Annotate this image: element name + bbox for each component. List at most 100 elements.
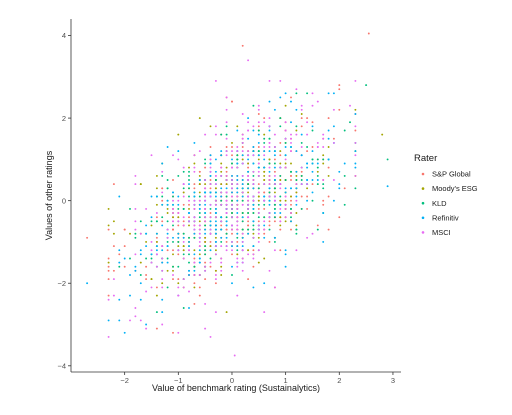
- scatter-point: [236, 191, 239, 194]
- scatter-point: [273, 249, 276, 252]
- scatter-point: [107, 269, 110, 272]
- scatter-point: [214, 220, 217, 223]
- scatter-point: [188, 274, 190, 276]
- scatter-point: [263, 141, 266, 144]
- scatter-point: [241, 154, 244, 157]
- scatter-point: [236, 154, 239, 157]
- y-tick-label: 0: [62, 196, 66, 205]
- scatter-point: [247, 162, 250, 165]
- scatter-point: [295, 179, 298, 181]
- scatter-point: [327, 158, 330, 161]
- scatter-point: [338, 170, 341, 173]
- scatter-point: [155, 220, 158, 223]
- scatter-point: [161, 174, 164, 177]
- scatter-point: [188, 174, 190, 177]
- scatter-point: [263, 232, 266, 235]
- scatter-point: [284, 146, 287, 148]
- scatter-point: [161, 282, 164, 285]
- scatter-point: [252, 129, 255, 132]
- scatter-point: [231, 166, 233, 169]
- scatter-point: [172, 220, 174, 223]
- scatter-point: [155, 174, 158, 177]
- legend-key: [421, 201, 425, 205]
- scatter-point: [295, 170, 298, 173]
- scatter-point: [236, 249, 239, 252]
- scatter-point: [367, 32, 370, 35]
- scatter-point: [236, 199, 239, 202]
- scatter-point: [134, 174, 137, 177]
- scatter-point: [247, 179, 250, 181]
- scatter-point: [177, 282, 180, 285]
- scatter-point: [150, 154, 153, 157]
- scatter-point: [268, 166, 271, 169]
- scatter-point: [182, 307, 185, 309]
- scatter-point: [332, 137, 335, 140]
- scatter-point: [145, 327, 148, 330]
- scatter-point: [322, 203, 325, 206]
- scatter-point: [193, 282, 196, 285]
- scatter-point: [343, 203, 346, 206]
- scatter-point: [311, 92, 314, 95]
- scatter-point: [327, 117, 330, 120]
- scatter-point: [166, 240, 169, 243]
- scatter-point: [322, 212, 325, 214]
- scatter-point: [279, 249, 282, 252]
- scatter-point: [354, 129, 357, 132]
- scatter-point: [193, 166, 196, 169]
- scatter-point: [306, 166, 309, 169]
- scatter-point: [86, 282, 89, 285]
- scatter-point: [354, 125, 357, 128]
- scatter-point: [204, 199, 207, 202]
- scatter-point: [188, 166, 190, 169]
- scatter-point: [107, 335, 110, 338]
- scatter-point: [257, 125, 260, 128]
- scatter-point: [118, 249, 121, 252]
- scatter-point: [225, 236, 228, 239]
- scatter-point: [273, 174, 276, 177]
- y-tick-label: −4: [57, 362, 66, 371]
- scatter-point: [241, 113, 244, 115]
- scatter-point: [236, 174, 239, 177]
- scatter-point: [198, 212, 201, 214]
- scatter-point: [139, 249, 142, 252]
- scatter-point: [300, 195, 303, 198]
- scatter-point: [268, 129, 271, 132]
- scatter-point: [150, 286, 153, 289]
- scatter-point: [231, 199, 233, 202]
- scatter-point: [322, 179, 325, 181]
- scatter-point: [263, 216, 266, 219]
- scatter-point: [118, 319, 121, 322]
- scatter-point: [290, 174, 292, 177]
- scatter-point: [322, 154, 325, 157]
- scatter-point: [284, 216, 287, 219]
- scatter-point: [236, 129, 239, 132]
- scatter-point: [225, 207, 228, 210]
- scatter-point: [161, 191, 164, 194]
- scatter-point: [316, 146, 319, 148]
- scatter-point: [247, 129, 250, 132]
- scatter-point: [188, 261, 190, 264]
- scatter-point: [172, 274, 174, 276]
- scatter-point: [241, 216, 244, 219]
- scatter-point: [295, 108, 298, 111]
- scatter-point: [386, 158, 389, 161]
- scatter-point: [311, 162, 314, 165]
- scatter-point: [263, 199, 266, 202]
- scatter-point: [112, 220, 115, 223]
- scatter-point: [204, 158, 207, 161]
- scatter-point: [177, 232, 180, 235]
- scatter-point: [145, 323, 148, 326]
- scatter-point: [268, 224, 271, 227]
- scatter-point: [177, 133, 180, 136]
- scatter-point: [107, 298, 110, 301]
- scatter-point: [311, 199, 314, 202]
- scatter-point: [193, 257, 196, 260]
- scatter-point: [225, 311, 228, 314]
- scatter-point: [257, 212, 260, 214]
- scatter-point: [220, 236, 223, 239]
- scatter-point: [263, 117, 266, 120]
- scatter-point: [214, 269, 217, 272]
- scatter-point: [204, 240, 207, 243]
- scatter-point: [198, 257, 201, 260]
- scatter-point: [316, 166, 319, 169]
